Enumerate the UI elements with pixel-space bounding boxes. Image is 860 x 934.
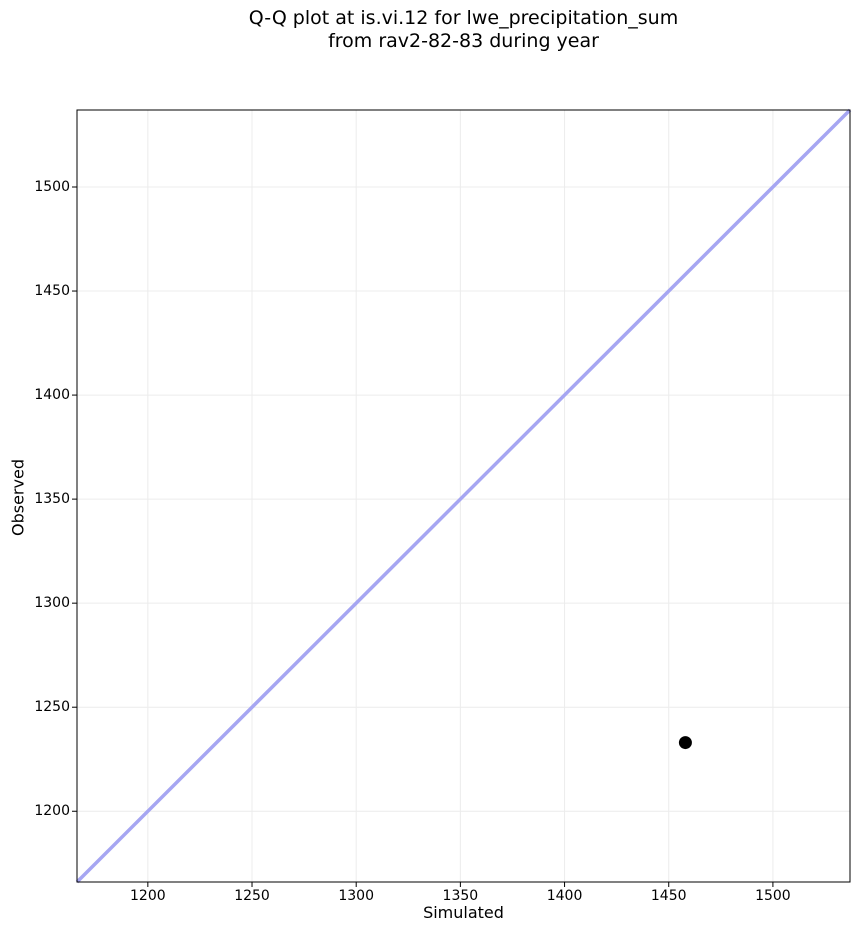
x-tick-label-1200: 1200 (130, 888, 166, 904)
y-tick-label-1300: 1300 (34, 595, 70, 612)
y-tick-label-1250: 1250 (34, 699, 70, 716)
y-tick-label-1350: 1350 (34, 491, 70, 508)
y-tick-label-1200: 1200 (34, 803, 70, 820)
y-tick-label-1400: 1400 (34, 387, 70, 404)
y-axis-label: Observed (8, 459, 28, 536)
identity-line (75, 108, 852, 884)
chart-title: Q-Q plot at is.vi.12 for lwe_precipitati… (77, 7, 850, 53)
chart-title-line1: Q-Q plot at is.vi.12 for lwe_precipitati… (248, 7, 679, 29)
x-tick-label-1400: 1400 (546, 888, 583, 904)
x-tick-label-1300: 1300 (338, 888, 375, 904)
y-tick-label-1450: 1450 (34, 283, 70, 300)
data-point (678, 736, 692, 750)
plot-border (76, 109, 851, 883)
x-tick-label-1350: 1350 (442, 888, 479, 904)
chart-title-line2: from rav2-82-83 during year (328, 30, 599, 52)
y-tick-label-1500: 1500 (34, 178, 70, 195)
x-tick-label-1500: 1500 (755, 888, 791, 904)
x-tick-label-1450: 1450 (650, 888, 687, 904)
x-axis-label: Simulated (423, 903, 504, 922)
x-tick-label-1250: 1250 (234, 888, 270, 904)
